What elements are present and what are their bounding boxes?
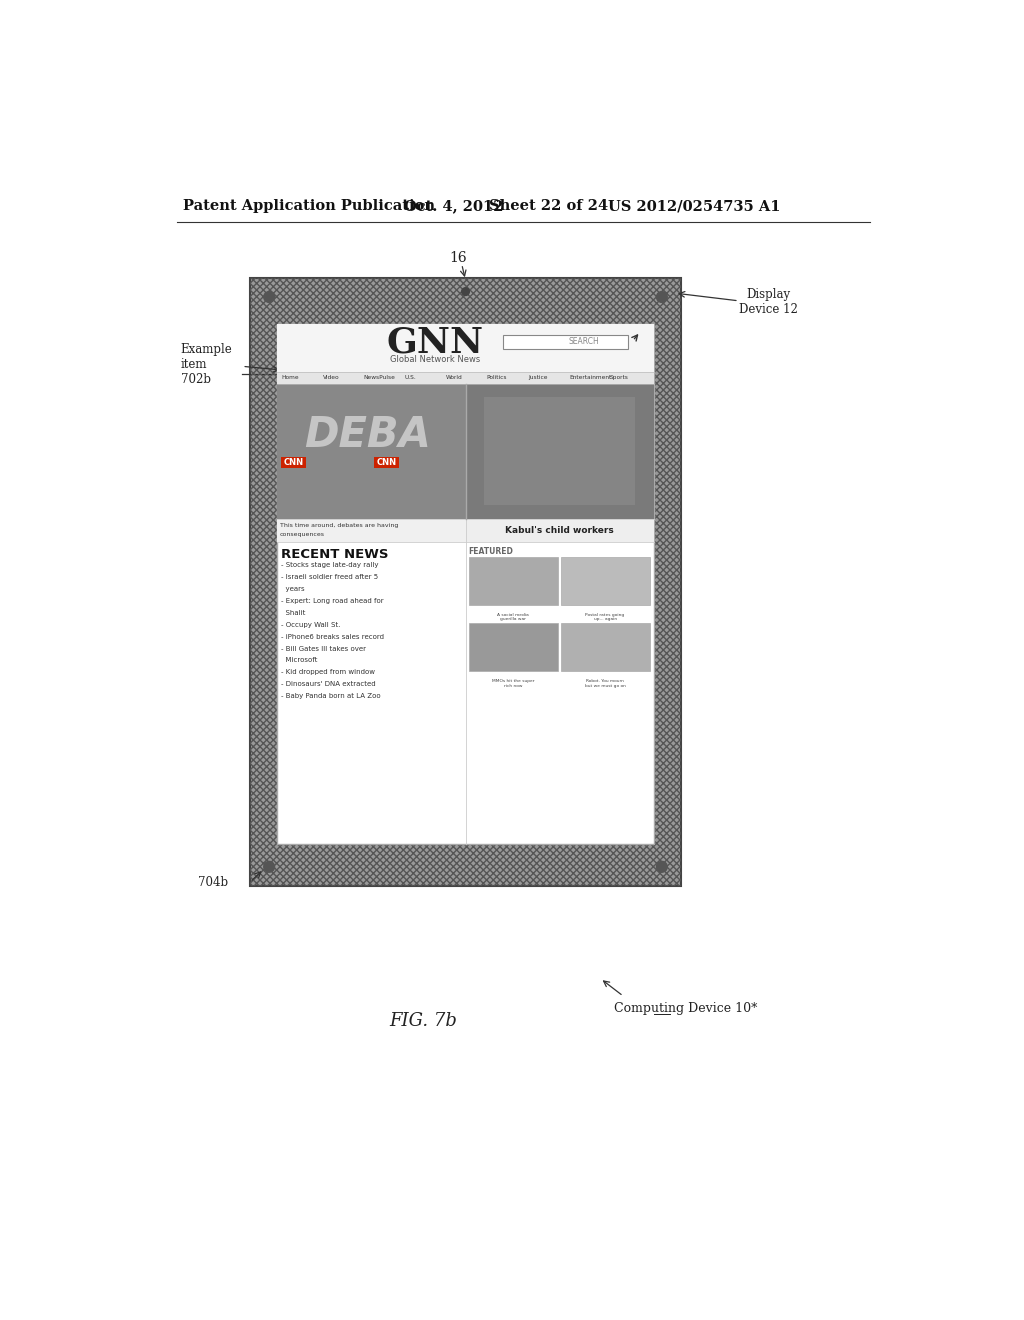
Text: Justice: Justice [528, 375, 548, 380]
Text: consequences: consequences [280, 532, 325, 537]
Bar [503, 335, 628, 348]
Circle shape [656, 862, 668, 873]
Bar [374, 457, 398, 467]
Bar [276, 323, 654, 372]
Text: This time around, debates are having: This time around, debates are having [280, 523, 398, 528]
Circle shape [264, 292, 274, 302]
Text: 704b: 704b [199, 875, 228, 888]
Text: Politics: Politics [486, 375, 507, 380]
Bar [469, 623, 557, 671]
Text: Display
Device 12: Display Device 12 [739, 288, 798, 315]
Text: Kabul's child workers: Kabul's child workers [506, 525, 614, 535]
Text: Postal rates going
up... again: Postal rates going up... again [586, 612, 625, 622]
Text: Home: Home [282, 375, 299, 380]
Text: - iPhone6 breaks sales record: - iPhone6 breaks sales record [281, 634, 384, 640]
Text: Sports: Sports [610, 375, 629, 380]
Text: CNN: CNN [284, 458, 304, 467]
Text: Shalit: Shalit [281, 610, 305, 615]
Bar [466, 519, 654, 541]
Text: Oct. 4, 2012: Oct. 4, 2012 [403, 199, 504, 213]
Bar [560, 557, 649, 605]
Bar [484, 397, 635, 506]
Text: - Occupy Wall St.: - Occupy Wall St. [281, 622, 340, 627]
Circle shape [462, 288, 469, 296]
Text: - Stocks stage late-day rally: - Stocks stage late-day rally [281, 562, 378, 568]
Bar [466, 384, 654, 519]
Text: FEATURED: FEATURED [469, 546, 513, 556]
Text: - Israeli soldier freed after 5: - Israeli soldier freed after 5 [281, 574, 378, 579]
Text: A social media
guerilla war: A social media guerilla war [498, 612, 529, 622]
Text: DEBA: DEBA [304, 414, 431, 457]
Text: Global Network News: Global Network News [390, 355, 480, 364]
Text: - Expert: Long road ahead for: - Expert: Long road ahead for [281, 598, 383, 603]
Text: SEARCH: SEARCH [568, 337, 599, 346]
Text: years: years [281, 586, 304, 591]
Bar [469, 557, 557, 605]
Bar [276, 384, 466, 519]
Bar [282, 457, 306, 467]
Circle shape [656, 292, 668, 302]
Circle shape [264, 862, 274, 873]
Text: - Bill Gates III takes over: - Bill Gates III takes over [281, 645, 366, 652]
Text: NewsPulse: NewsPulse [364, 375, 395, 380]
Text: Entertainment: Entertainment [569, 375, 611, 380]
Text: GNN: GNN [387, 326, 484, 359]
Bar [276, 372, 654, 384]
Text: Sheet 22 of 24: Sheet 22 of 24 [488, 199, 607, 213]
Text: 16: 16 [449, 252, 467, 265]
Bar [276, 323, 654, 843]
Text: - Kid dropped from window: - Kid dropped from window [281, 669, 375, 676]
Text: Computing Device 10*: Computing Device 10* [614, 1002, 758, 1015]
Text: FIG. 7b: FIG. 7b [389, 1012, 457, 1030]
Bar [276, 519, 466, 541]
Bar [560, 623, 649, 671]
Text: - Baby Panda born at LA Zoo: - Baby Panda born at LA Zoo [281, 693, 380, 700]
Text: World: World [445, 375, 463, 380]
Text: Microsoft: Microsoft [281, 657, 317, 664]
Text: MMOs hit the super
rich now: MMOs hit the super rich now [492, 678, 535, 688]
Text: Example
item
702b: Example item 702b [180, 343, 232, 387]
Bar [250, 277, 681, 886]
Text: U.S.: U.S. [404, 375, 417, 380]
Text: CNN: CNN [376, 458, 396, 467]
Text: Patent Application Publication: Patent Application Publication [183, 199, 435, 213]
Text: RECENT NEWS: RECENT NEWS [281, 548, 388, 561]
Bar [250, 277, 681, 886]
Text: - Dinosaurs' DNA extracted: - Dinosaurs' DNA extracted [281, 681, 376, 688]
Text: Video: Video [323, 375, 339, 380]
Text: Robot. You mourn
but we must go on: Robot. You mourn but we must go on [585, 678, 626, 688]
Text: US 2012/0254735 A1: US 2012/0254735 A1 [608, 199, 780, 213]
